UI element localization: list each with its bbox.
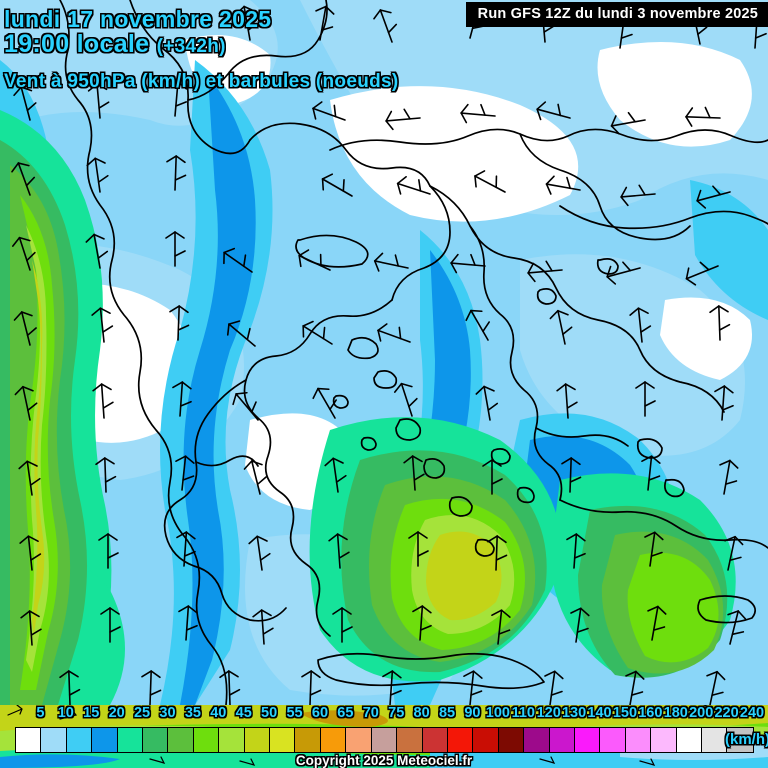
colorbar-tick: 25 — [133, 705, 151, 721]
colorbar-swatch[interactable] — [701, 728, 728, 752]
colorbar-swatch[interactable] — [295, 728, 321, 752]
colorbar-tick: 220 — [714, 705, 739, 721]
colorbar-tick: 50 — [261, 705, 278, 721]
colorbar-tick: 40 — [210, 705, 227, 721]
colorbar-swatch[interactable] — [524, 728, 550, 752]
colorbar-unit-label: (km/h) — [725, 731, 768, 748]
colorbar-swatch[interactable] — [193, 728, 220, 752]
colorbar-tick: 110 — [511, 705, 535, 721]
colorbar-tick: 140 — [587, 705, 612, 721]
colorbar-tick: 120 — [536, 705, 561, 721]
colorbar-tick: 100 — [485, 705, 510, 721]
colorbar-swatch[interactable] — [371, 728, 398, 752]
colorbar-swatch[interactable] — [549, 728, 575, 752]
colorbar-tick: 60 — [311, 705, 329, 721]
forecast-date-label: lundi 17 novembre 2025 — [4, 6, 272, 32]
forecast-offset-value: (+342h) — [156, 36, 226, 57]
colorbar-tick: 130 — [561, 705, 587, 721]
colorbar-swatch[interactable] — [219, 728, 245, 752]
colorbar-tick: 65 — [337, 705, 354, 721]
colorbar-swatch[interactable] — [473, 728, 499, 752]
colorbar-tick: 240 — [739, 705, 765, 721]
colorbar-swatch[interactable] — [727, 728, 753, 752]
colorbar-tick: 80 — [413, 705, 430, 721]
colorbar-swatch[interactable] — [16, 728, 42, 752]
model-run-banner: Run GFS 12Z du lundi 3 novembre 2025 — [465, 2, 768, 27]
colorbar-swatch[interactable] — [600, 728, 626, 752]
colorbar-tick: 45 — [235, 705, 252, 721]
colorbar-tick: 75 — [388, 705, 405, 721]
colorbar-tick: 70 — [362, 705, 379, 721]
colorbar-legend: 5 10 15 20 25 30 35 40 45 50 55 60 65 70 75 80 85 90 100 11… — [0, 705, 768, 768]
colorbar-swatch[interactable] — [92, 728, 118, 752]
coastlines — [59, 0, 768, 705]
forecast-time-value: 19:00 locale — [4, 30, 150, 58]
forecast-parameter-label: Vent à 950hPa (km/h) et barbules (noeuds… — [4, 71, 399, 92]
map-canvas[interactable] — [0, 0, 768, 705]
colorbar-swatch[interactable] — [498, 728, 525, 752]
colorbar-tick: 180 — [663, 705, 688, 721]
colorbar-tick: 160 — [638, 705, 663, 721]
colorbar-swatch[interactable] — [117, 728, 144, 752]
colorbar-swatch[interactable] — [625, 728, 652, 752]
colorbar-tick: 55 — [286, 705, 303, 721]
colorbar-tick: 20 — [108, 705, 125, 721]
colorbar-swatch[interactable] — [320, 728, 347, 752]
colorbar-swatch[interactable] — [168, 728, 194, 752]
colorbar-tick: 15 — [83, 705, 100, 721]
colorbar-tick: 30 — [159, 705, 176, 721]
colorbar-tick: 10 — [57, 705, 74, 721]
colorbar-swatch[interactable] — [651, 728, 677, 752]
copyright-label: Copyright 2025 Meteociel.fr — [295, 753, 473, 768]
colorbar-swatch[interactable] — [143, 728, 169, 752]
colorbar-swatch[interactable] — [397, 728, 423, 752]
colorbar-tick: 200 — [689, 705, 714, 721]
colorbar-tick: 35 — [184, 705, 201, 721]
colorbar-swatch[interactable] — [41, 728, 67, 752]
colorbar-swatch[interactable] — [66, 728, 93, 752]
colorbar-tick: 90 — [464, 705, 481, 721]
forecast-time-label: 19:00 locale (+342h) — [4, 30, 226, 59]
forecast-map[interactable]: lundi 17 novembre 2025 19:00 locale (+34… — [0, 0, 768, 705]
colorbar-swatch[interactable] — [422, 728, 448, 752]
colorbar-swatch[interactable] — [676, 728, 702, 752]
colorbar-tick: 150 — [612, 705, 638, 721]
colorbar-tick: 85 — [438, 705, 456, 721]
colorbar-swatch[interactable] — [574, 728, 601, 752]
colorbar-tick-labels: 5 10 15 20 25 30 35 40 45 50 55 60 65 70 75 80 85 90 100 11… — [0, 705, 768, 729]
windspeed-shading — [0, 0, 768, 705]
colorbar-swatch[interactable] — [244, 728, 271, 752]
colorbar-swatches[interactable] — [15, 727, 754, 753]
colorbar-swatch[interactable] — [447, 728, 474, 752]
colorbar-swatch[interactable] — [270, 728, 296, 752]
colorbar-swatch[interactable] — [346, 728, 372, 752]
colorbar-tick: 5 — [36, 705, 45, 721]
